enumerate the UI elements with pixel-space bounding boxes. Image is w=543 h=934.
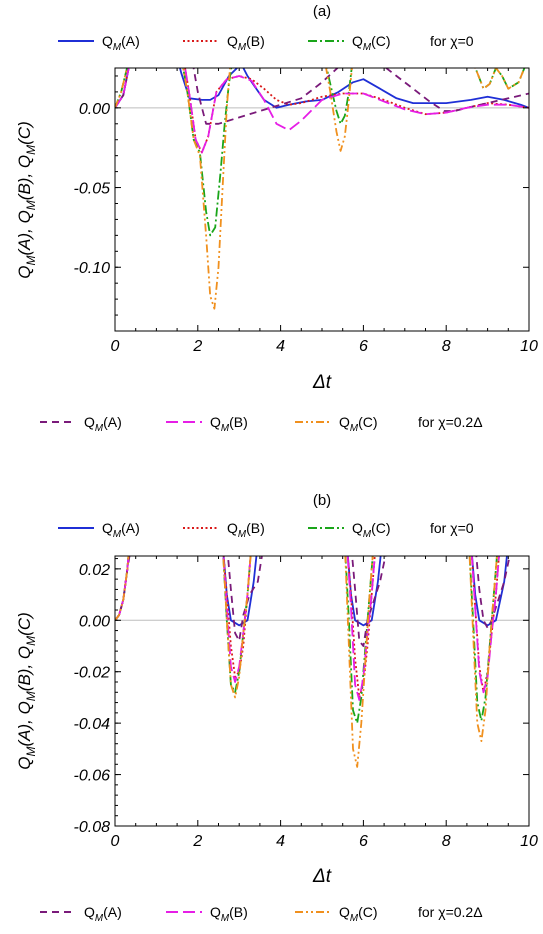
legend-bottom-b-label-2: QM(C) bbox=[339, 904, 378, 924]
panel-a-series-4 bbox=[115, 68, 529, 154]
panel-a-series-2 bbox=[115, 68, 526, 237]
panel-a-xtick-label: 2 bbox=[192, 338, 202, 355]
panel-b-xtick-label: 0 bbox=[111, 833, 120, 850]
panel-b-xlabel: Δt bbox=[312, 866, 332, 887]
legend-top-b-label-1: QM(B) bbox=[227, 520, 265, 540]
panel-b-series-3 bbox=[115, 556, 511, 647]
panel-a-xtick-label: 4 bbox=[276, 338, 285, 355]
panel-b-frame bbox=[114, 555, 530, 827]
panel-a-xtick-label: 0 bbox=[111, 338, 120, 355]
panel-b-xtick-label: 6 bbox=[359, 833, 368, 850]
legend-top-a-label-0: QM(A) bbox=[102, 33, 140, 53]
legend-top-a-suffix: for χ=0 bbox=[430, 33, 474, 49]
legend-bottom-b-suffix: for χ=0.2Δ bbox=[418, 904, 483, 920]
legend-bottom-a-label-0: QM(A) bbox=[84, 414, 122, 434]
legend-bottom-a-suffix: for χ=0.2Δ bbox=[418, 414, 483, 430]
panel-a-xtick-label: 10 bbox=[520, 338, 538, 355]
svg-text:QM(A), QM(B), QM(C): QM(A), QM(B), QM(C) bbox=[15, 612, 38, 770]
panel-b-series-0 bbox=[115, 556, 508, 627]
panel-a-ylabel: QM(A), QM(B), QM(C) bbox=[15, 121, 38, 279]
panel-b-legend-top: QM(A) QM(B) QM(C) for χ=0 bbox=[58, 520, 474, 540]
panel-a-xtick-label: 6 bbox=[359, 338, 368, 355]
panel-b-ytick-label: -0.08 bbox=[74, 819, 111, 836]
legend-top-b-suffix: for χ=0 bbox=[430, 520, 474, 536]
legend-bottom-a-label-2: QM(C) bbox=[339, 414, 378, 434]
legend-top-b-label-0: QM(A) bbox=[102, 520, 140, 540]
legend-bottom-b: QM(A) QM(B) QM(C) for χ=0.2Δ bbox=[40, 904, 483, 924]
panel-b-series-2 bbox=[115, 556, 498, 724]
legend-top-a-label-1: QM(B) bbox=[227, 33, 265, 53]
panel-b-xtick-label: 8 bbox=[442, 833, 451, 850]
panel-b-xtick-label: 4 bbox=[276, 833, 285, 850]
svg-text:QM(A), QM(B), QM(C): QM(A), QM(B), QM(C) bbox=[15, 121, 38, 279]
panel-a-legend-top: QM(A) QM(B) QM(C) for χ=0 bbox=[58, 33, 474, 53]
legend-bottom-a: QM(A) QM(B) QM(C) for χ=0.2Δ bbox=[40, 414, 483, 434]
panel-a-ytick-label: -0.05 bbox=[74, 181, 111, 198]
panel-a-xlabel: Δt bbox=[312, 372, 332, 393]
legend-bottom-b-label-0: QM(A) bbox=[84, 904, 122, 924]
panel-b-ytick-label: -0.02 bbox=[74, 665, 111, 682]
panel-b-ytick-label: 0.02 bbox=[79, 562, 110, 579]
panel-a-series-5 bbox=[115, 68, 526, 310]
legend-top-a-label-2: QM(C) bbox=[352, 33, 391, 53]
panel-b-ytick-label: 0.00 bbox=[79, 613, 110, 630]
panel-a-ytick-label: 0.00 bbox=[79, 101, 110, 118]
panel-b-xtick-label: 2 bbox=[192, 833, 202, 850]
panel-b-label: (b) bbox=[313, 492, 331, 509]
panel-b-series-5 bbox=[115, 556, 498, 768]
panel-b-ylabel: QM(A), QM(B), QM(C) bbox=[15, 612, 38, 770]
panel-a-series-1 bbox=[115, 68, 529, 154]
panel-b-ytick-label: -0.04 bbox=[74, 716, 111, 733]
panel-b-xtick-label: 10 bbox=[520, 833, 538, 850]
legend-bottom-a-label-1: QM(B) bbox=[210, 414, 248, 434]
panel-b-ytick-label: -0.06 bbox=[74, 768, 111, 785]
panel-b-plot: 0 2 4 6 8 10 0.02 0.00 -0.02 -0.04 -0.06 -0.08 bbox=[74, 555, 538, 850]
panel-a-label: (a) bbox=[313, 3, 331, 20]
panel-a-series-0 bbox=[115, 68, 529, 109]
legend-top-b-label-2: QM(C) bbox=[352, 520, 391, 540]
panel-a-plot: 0 2 4 6 8 10 0.00 -0.05 -0.10 bbox=[74, 67, 538, 355]
panel-a-series-3 bbox=[115, 68, 529, 125]
panel-a-xtick-label: 8 bbox=[442, 338, 451, 355]
legend-bottom-b-label-1: QM(B) bbox=[210, 904, 248, 924]
panel-b-series-4 bbox=[115, 556, 500, 701]
panel-a-ytick-label: -0.10 bbox=[74, 260, 111, 277]
